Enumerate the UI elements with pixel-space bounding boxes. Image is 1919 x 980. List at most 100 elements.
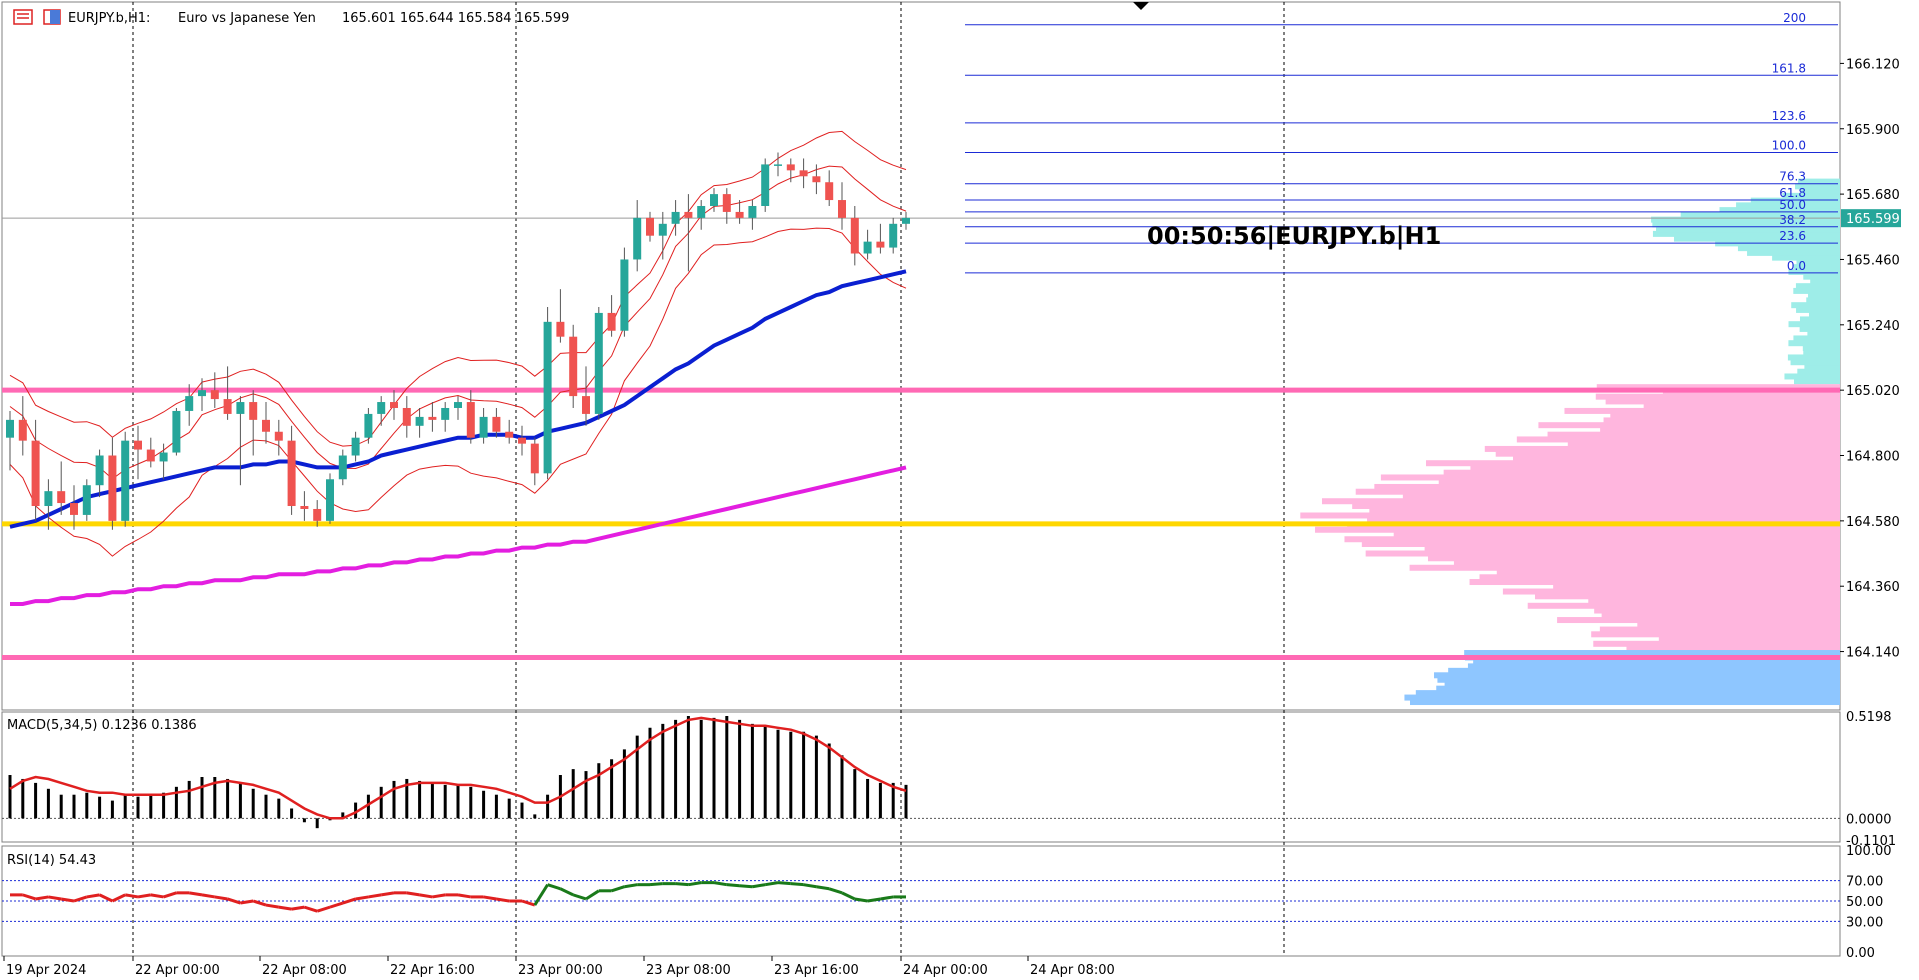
- rsi-segment: [201, 893, 216, 899]
- profile-bar-pink: [1595, 393, 1840, 400]
- profile-bar-pink: [1643, 403, 1840, 410]
- profile-bar-pink: [1426, 460, 1840, 467]
- profile-bar-cyan: [1719, 207, 1840, 214]
- candle-body: [505, 431, 514, 438]
- price-axis-label: 165.680: [1846, 188, 1900, 203]
- candle-body: [850, 217, 859, 254]
- profile-bar-blue: [1464, 650, 1840, 657]
- candle-body: [146, 449, 155, 462]
- candle-body: [876, 241, 885, 248]
- fib-label-6: 50.0: [1779, 198, 1806, 212]
- candle-body: [710, 194, 718, 206]
- profile-bar-pink: [1512, 455, 1840, 462]
- rsi-segment: [111, 893, 126, 903]
- time-axis-label: 22 Apr 16:00: [390, 963, 475, 978]
- candle-body: [210, 390, 219, 400]
- rsi-segment: [880, 895, 894, 901]
- rsi-segment: [98, 893, 114, 903]
- profile-bar-pink: [1344, 536, 1840, 543]
- profile-bar-cyan: [1673, 235, 1840, 242]
- profile-bar-cyan: [1747, 249, 1840, 256]
- candle-body: [646, 217, 654, 236]
- profile-bar-cyan: [1797, 368, 1840, 375]
- rsi-segment: [163, 891, 177, 899]
- profile-bar-blue: [1415, 690, 1840, 697]
- rsi-segment: [688, 881, 702, 887]
- profile-bar-cyan: [1787, 354, 1840, 361]
- rsi-segment: [291, 905, 305, 911]
- rsi-segment: [73, 895, 88, 903]
- profile-bar-cyan: [1772, 254, 1840, 261]
- rsi-segment: [828, 887, 843, 895]
- rsi-segment: [752, 883, 766, 889]
- rsi-segment: [457, 893, 472, 899]
- candle-body: [479, 416, 488, 438]
- candle-body: [543, 321, 552, 474]
- candle-body: [108, 455, 117, 521]
- price-axis-label: 164.140: [1846, 646, 1900, 661]
- rsi-segment: [649, 882, 663, 887]
- candle-body: [338, 455, 347, 480]
- moving-averages: [9, 269, 907, 606]
- price-axis-label: 166.120: [1846, 57, 1900, 72]
- profile-bar-cyan: [1796, 259, 1840, 266]
- profile-bar-pink: [1424, 545, 1840, 552]
- rsi-segment: [368, 893, 382, 899]
- profile-bar-cyan: [1806, 297, 1840, 304]
- profile-bar-pink: [1484, 445, 1840, 452]
- profile-bar-pink: [1315, 526, 1840, 533]
- profile-bar-cyan: [1788, 340, 1840, 347]
- profile-bar-pink: [1553, 583, 1840, 590]
- current-price-tag: [1841, 209, 1901, 228]
- profile-bar-pink: [1380, 474, 1840, 481]
- candle-body: [556, 321, 565, 337]
- profile-bar-cyan: [1793, 287, 1840, 294]
- candle-body: [57, 491, 66, 504]
- candle-body: [262, 419, 270, 432]
- horizontal-levels: [2, 217, 1840, 661]
- rsi-segment: [240, 899, 254, 905]
- profile-bar-pink: [1393, 531, 1840, 538]
- profile-bar-cyan: [1799, 316, 1840, 323]
- profile-bar-blue: [1444, 681, 1840, 688]
- profile-bar-cyan: [1796, 306, 1840, 313]
- profile-bar-pink: [1479, 574, 1840, 581]
- candle-body: [31, 440, 40, 507]
- profile-bar-blue: [1434, 672, 1840, 679]
- candle-body: [441, 407, 450, 420]
- profile-bar-blue: [1436, 685, 1840, 692]
- rsi-segment: [675, 882, 689, 887]
- rsi-segment: [777, 881, 791, 886]
- candle-body: [44, 491, 53, 507]
- rsi-segment: [790, 882, 804, 887]
- mid-band: [9, 165, 907, 480]
- fib-label-4: 76.3: [1779, 170, 1806, 184]
- time-axis-label: 23 Apr 00:00: [518, 963, 603, 978]
- menu-icon[interactable]: [13, 9, 33, 25]
- candle-body: [812, 176, 821, 183]
- profile-bar-pink: [1610, 412, 1840, 419]
- profile-bar-pink: [1626, 645, 1840, 652]
- rsi-segment: [355, 895, 369, 901]
- macd-indicator: 0.5198 0.0000 -0.1101: [2, 710, 1896, 849]
- rsi-segment: [713, 881, 728, 887]
- shift-marker-icon[interactable]: [1133, 2, 1149, 10]
- profile-bar-pink: [1367, 517, 1840, 524]
- profile-bar-pink: [1402, 493, 1840, 500]
- profile-bar-cyan: [1803, 273, 1840, 280]
- profile-bar-pink: [1321, 498, 1840, 505]
- profile-bar-cyan: [1793, 264, 1840, 271]
- profile-bar-pink: [1600, 426, 1840, 433]
- rsi-segment: [841, 891, 856, 901]
- candle-body: [300, 506, 309, 509]
- candle-body: [454, 402, 462, 408]
- countdown-clock-label: 00:50:56|EURJPY.b|H1: [1147, 222, 1441, 250]
- profile-bar-pink: [1658, 636, 1840, 643]
- profile-bar-cyan: [1802, 344, 1840, 351]
- chart-header: EURJPY.b,H1: Euro vs Japanese Yen 165.60…: [13, 9, 569, 26]
- profile-bar-pink: [1438, 479, 1840, 486]
- fib-label-2: 123.6: [1772, 109, 1806, 123]
- profile-bar-cyan: [1808, 292, 1840, 299]
- price-axis-label: 165.240: [1846, 319, 1900, 334]
